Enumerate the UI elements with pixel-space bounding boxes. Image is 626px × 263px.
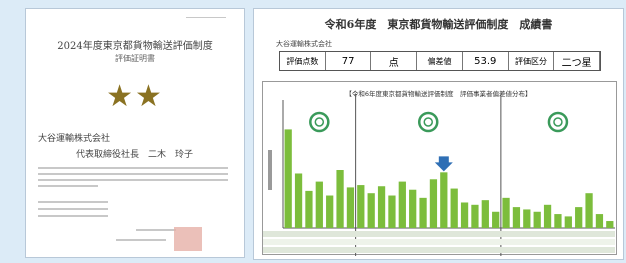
marker-arrow <box>435 156 453 171</box>
rank-icon <box>419 113 437 131</box>
bar <box>295 173 302 228</box>
y-axis-label <box>268 150 272 190</box>
bar <box>305 191 312 228</box>
rank-icon <box>310 113 328 131</box>
rank-icon <box>549 113 567 131</box>
bar <box>347 187 354 228</box>
bar <box>534 212 541 228</box>
bar <box>440 172 447 228</box>
bar <box>316 182 323 228</box>
bar <box>388 196 395 228</box>
bar <box>430 179 437 228</box>
bar <box>419 198 426 228</box>
bar <box>502 198 509 228</box>
bar <box>596 214 603 228</box>
bar <box>492 212 499 228</box>
bar <box>399 182 406 228</box>
bar <box>544 205 551 228</box>
table-row <box>263 231 615 237</box>
bar <box>326 196 333 228</box>
bar <box>482 200 489 228</box>
bar <box>451 189 458 228</box>
bar <box>471 205 478 228</box>
page: 2024年度東京都貨物輸送評価制度 評価証明書 ★★ 大谷運輸株式会社 代表取締… <box>0 0 626 263</box>
bar <box>575 207 582 228</box>
bar <box>357 185 364 228</box>
bar <box>565 216 572 228</box>
bar <box>554 214 561 228</box>
bar <box>409 190 416 228</box>
table-row <box>263 247 615 253</box>
bar <box>368 193 375 228</box>
bar <box>336 170 343 228</box>
bar <box>378 186 385 228</box>
bar <box>461 202 468 228</box>
chart <box>0 0 626 263</box>
table-row <box>263 239 615 245</box>
bar <box>523 209 530 228</box>
bar <box>285 129 292 228</box>
bar <box>606 221 613 228</box>
bar <box>585 193 592 228</box>
bar <box>513 207 520 228</box>
